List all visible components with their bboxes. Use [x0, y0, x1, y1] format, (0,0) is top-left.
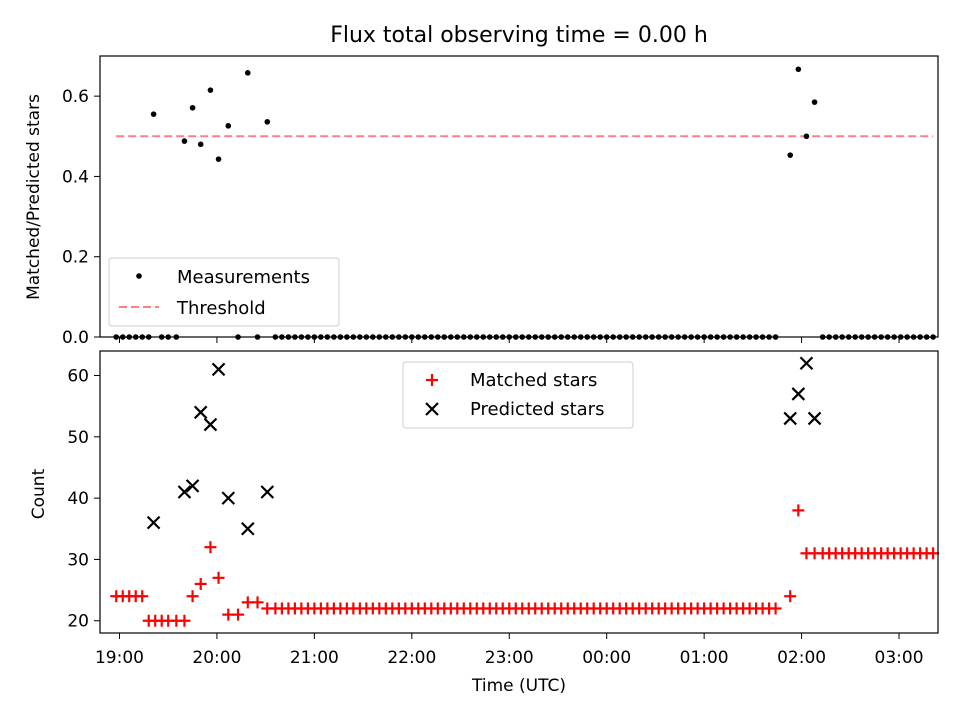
bottom-plot-marks — [110, 356, 940, 627]
measurement-point — [181, 138, 188, 144]
legend-predicted-label: Predicted stars — [470, 399, 604, 420]
predicted-star-marker — [203, 417, 218, 432]
bottom-x-tick-label: 00:00 — [582, 648, 631, 668]
matched-star-marker — [792, 504, 805, 517]
bottom-x-tick-label: 21:00 — [290, 648, 339, 668]
matched-star-marker — [178, 614, 191, 627]
predicted-star-marker — [807, 411, 822, 426]
bottom-x-tick-label: 02:00 — [777, 648, 826, 668]
chart-title: Flux total observing time = 0.00 h — [330, 23, 708, 48]
bottom-y-axis-label: Count — [29, 468, 49, 519]
predicted-star-marker — [177, 485, 192, 499]
predicted-star-marker — [241, 522, 255, 536]
top-y-tick-label: 0.4 — [62, 167, 89, 187]
predicted-star-marker — [146, 515, 161, 530]
bottom-x-tick-label: 20:00 — [192, 648, 241, 668]
measurement-point — [225, 123, 232, 129]
top-legend: Measurements Threshold — [108, 257, 340, 327]
measurement-point — [787, 152, 794, 158]
matched-star-marker — [212, 571, 225, 584]
legend-matched-marker — [426, 374, 438, 386]
bottom-legend-box — [402, 361, 634, 429]
top-legend-box — [108, 257, 340, 327]
predicted-star-marker — [185, 479, 200, 493]
predicted-star-marker — [193, 405, 208, 420]
measurement-point — [197, 141, 204, 148]
bottom-y-tick-label: 30 — [67, 550, 89, 570]
legend-predicted-marker — [425, 402, 439, 416]
measurement-point — [264, 119, 271, 125]
bottom-y-tick-label: 40 — [67, 489, 89, 509]
measurement-point — [803, 133, 810, 140]
measurement-point — [244, 70, 251, 76]
matched-star-marker — [194, 577, 207, 590]
predicted-star-marker — [221, 491, 236, 505]
top-x-ticks — [118, 337, 900, 343]
measurement-point — [150, 111, 157, 118]
predicted-star-marker — [791, 387, 806, 401]
bottom-x-axis-label: Time (UTC) — [471, 676, 566, 696]
top-y-tick-label: 0.6 — [62, 87, 89, 107]
matched-star-marker — [769, 602, 782, 615]
matched-star-marker — [784, 590, 797, 603]
top-y-tick-label: 0.2 — [62, 248, 89, 268]
top-panel: 0.0 0.2 0.4 0.6 Matched/Predicted stars Mea… — [24, 55, 939, 348]
bottom-x-tick-label: 23:00 — [485, 648, 534, 668]
predicted-star-marker — [211, 362, 226, 377]
bottom-x-tick-label: 19:00 — [95, 648, 144, 668]
matched-star-marker — [204, 541, 217, 554]
bottom-x-tick-label: 03:00 — [875, 648, 924, 668]
bottom-x-tick-label: 01:00 — [680, 648, 729, 668]
legend-measurements-label: Measurements — [177, 267, 310, 288]
measurement-point — [811, 99, 818, 105]
top-axes-frame — [99, 55, 939, 338]
bottom-axes-frame — [99, 350, 939, 634]
legend-measurements-marker — [136, 273, 142, 279]
measurement-point — [795, 66, 802, 73]
matched-star-marker — [927, 547, 940, 560]
predicted-star-marker — [799, 356, 814, 371]
predicted-star-marker — [783, 411, 797, 426]
legend-threshold-label: Threshold — [176, 298, 266, 319]
legend-matched-label: Matched stars — [470, 370, 597, 391]
bottom-x-tick-label: 22:00 — [387, 648, 436, 668]
bottom-y-ticks: 20 30 40 50 60 — [67, 367, 100, 632]
bottom-y-tick-label: 20 — [67, 612, 89, 632]
bottom-panel: 20 30 40 50 60 19:00 20:00 21:00 22:00 23:00 00:0… — [29, 350, 940, 696]
measurement-point — [189, 104, 196, 111]
measurement-point — [207, 87, 214, 93]
matched-star-marker — [232, 608, 245, 621]
top-y-axis-label: Matched/Predicted stars — [24, 94, 44, 300]
bottom-y-tick-label: 60 — [67, 367, 89, 387]
measurement-point — [215, 156, 222, 162]
top-y-ticks: 0.0 0.2 0.4 0.6 — [62, 87, 100, 348]
bottom-y-tick-label: 50 — [67, 428, 89, 448]
bottom-legend: Matched stars Predicted stars — [402, 361, 634, 429]
top-y-tick-label: 0.0 — [62, 328, 89, 348]
bottom-x-ticks: 19:00 20:00 21:00 22:00 23:00 00:00 01:00 02:00… — [95, 633, 924, 668]
matched-star-marker — [251, 596, 264, 609]
predicted-star-marker — [260, 485, 275, 499]
matched-star-marker — [186, 590, 199, 603]
matched-star-marker — [136, 590, 149, 603]
